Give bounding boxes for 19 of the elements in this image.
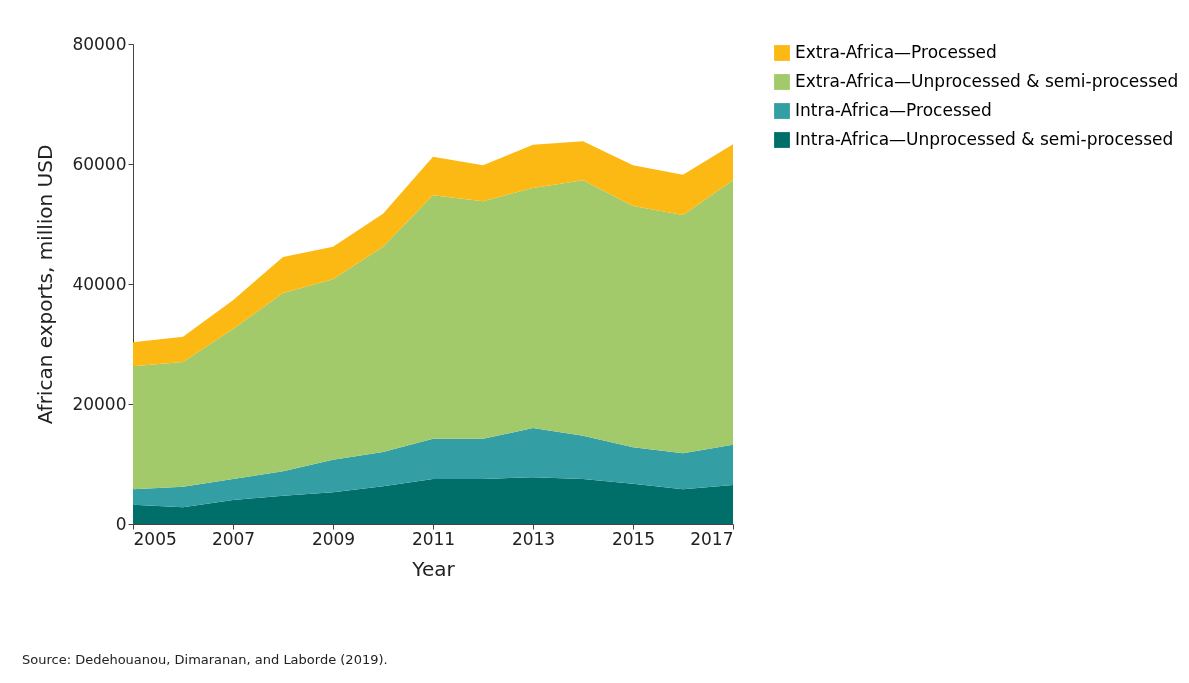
y-axis-title: African exports, million USD [33, 144, 58, 425]
y-tick-label: 40000 [72, 273, 127, 294]
x-tick-label: 2007 [211, 528, 256, 549]
y-tick-label: 60000 [72, 153, 127, 174]
y-tick-label: 80000 [72, 33, 127, 54]
x-tick-label: 2015 [611, 528, 656, 549]
x-tick-label: 2017 [690, 528, 734, 549]
x-axis-title: Year [411, 556, 456, 581]
legend-label: Intra-Africa—Processed [795, 100, 992, 120]
source-note: Source: Dedehouanou, Dimaranan, and Laborde (2019). [22, 652, 388, 667]
x-tick-label: 2011 [411, 528, 456, 549]
legend-label: Intra-Africa—Unprocessed & semi-processed [795, 129, 1174, 149]
y-tick-label: 0 [115, 513, 127, 534]
legend-label: Extra-Africa—Unprocessed & semi-processed [795, 71, 1179, 91]
legend-label: Extra-Africa—Processed [795, 42, 997, 62]
y-tick-label: 20000 [72, 393, 127, 414]
x-tick-label: 2005 [133, 528, 177, 549]
x-tick-label: 2009 [311, 528, 356, 549]
x-tick-label: 2013 [511, 528, 556, 549]
